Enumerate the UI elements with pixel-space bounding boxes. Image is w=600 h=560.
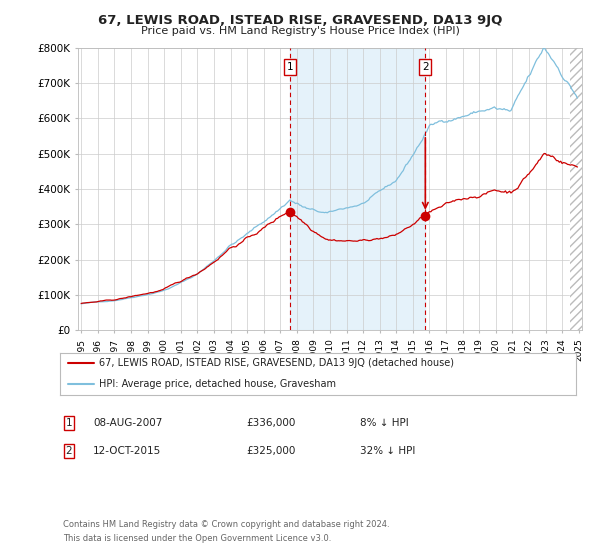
Text: 1: 1 [287,62,293,72]
Text: 12-OCT-2015: 12-OCT-2015 [93,446,161,456]
Text: 67, LEWIS ROAD, ISTEAD RISE, GRAVESEND, DA13 9JQ (detached house): 67, LEWIS ROAD, ISTEAD RISE, GRAVESEND, … [98,358,454,368]
Text: HPI: Average price, detached house, Gravesham: HPI: Average price, detached house, Grav… [98,379,336,389]
Text: Contains HM Land Registry data © Crown copyright and database right 2024.: Contains HM Land Registry data © Crown c… [63,520,389,529]
Text: £325,000: £325,000 [246,446,295,456]
Text: 2: 2 [422,62,428,72]
Text: 1: 1 [65,418,73,428]
Text: 08-AUG-2007: 08-AUG-2007 [93,418,163,428]
Bar [290,48,425,330]
Text: 8% ↓ HPI: 8% ↓ HPI [360,418,409,428]
Bar [571,48,595,330]
Text: 2: 2 [65,446,73,456]
Text: 32% ↓ HPI: 32% ↓ HPI [360,446,415,456]
Text: Price paid vs. HM Land Registry's House Price Index (HPI): Price paid vs. HM Land Registry's House … [140,26,460,36]
Text: 67, LEWIS ROAD, ISTEAD RISE, GRAVESEND, DA13 9JQ: 67, LEWIS ROAD, ISTEAD RISE, GRAVESEND, … [98,14,502,27]
Bar [571,48,595,330]
Text: This data is licensed under the Open Government Licence v3.0.: This data is licensed under the Open Gov… [63,534,331,543]
Text: £336,000: £336,000 [246,418,295,428]
